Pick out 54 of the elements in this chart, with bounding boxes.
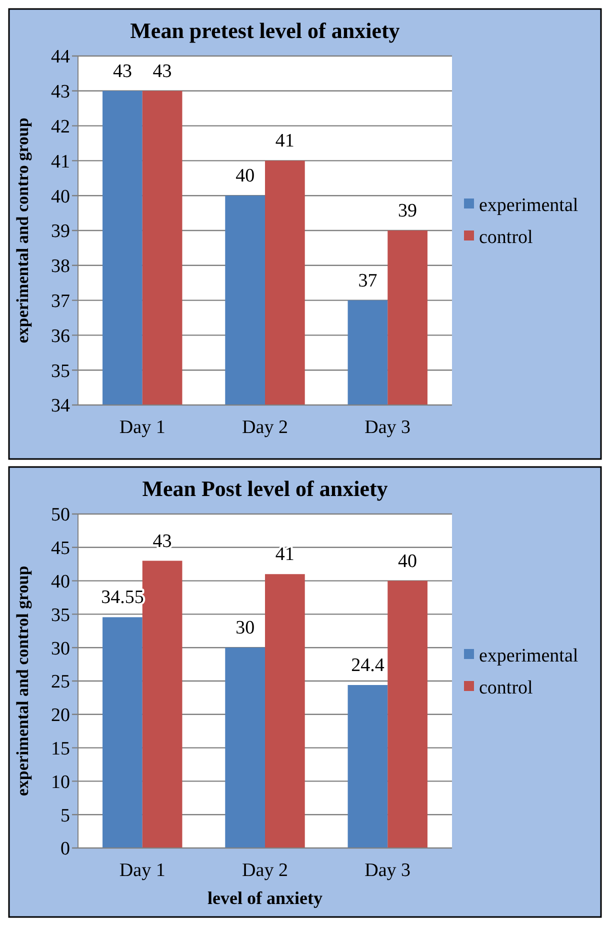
y-tick-label: 38 bbox=[51, 256, 70, 278]
chart-title: Mean Post level of anxiety bbox=[142, 476, 388, 501]
data-label: 24.4 bbox=[351, 655, 385, 676]
y-tick-label: 50 bbox=[51, 504, 70, 526]
y-tick-label: 10 bbox=[51, 772, 70, 793]
legend-label: experimental bbox=[479, 646, 578, 667]
data-label: 39 bbox=[398, 200, 418, 222]
y-axis-title: experimental and contro group bbox=[13, 118, 32, 344]
y-tick-label: 20 bbox=[51, 705, 70, 726]
x-tick-label: Day 3 bbox=[364, 417, 411, 438]
bar bbox=[102, 617, 142, 848]
y-tick-label: 34 bbox=[51, 396, 70, 417]
data-label: 41 bbox=[275, 130, 294, 152]
x-tick-label: Day 3 bbox=[364, 860, 411, 881]
data-label: 41 bbox=[275, 544, 294, 566]
y-tick-label: 40 bbox=[51, 571, 70, 592]
y-tick-label: 37 bbox=[51, 290, 70, 312]
y-tick-label: 41 bbox=[51, 151, 70, 172]
y-tick-label: 45 bbox=[51, 538, 70, 560]
x-tick-label: Day 2 bbox=[242, 417, 288, 438]
y-tick-label: 0 bbox=[60, 838, 70, 860]
legend-label: experimental bbox=[479, 195, 578, 216]
x-axis-title: level of anxiety bbox=[208, 888, 322, 908]
bar bbox=[142, 560, 182, 848]
x-tick-label: Day 2 bbox=[242, 860, 288, 881]
chart-title: Mean pretest level of anxiety bbox=[130, 18, 400, 43]
data-label: 30 bbox=[236, 618, 255, 639]
bar bbox=[388, 580, 428, 848]
y-tick-label: 25 bbox=[51, 672, 70, 693]
data-label: 40 bbox=[236, 166, 255, 187]
data-label: 43 bbox=[152, 530, 172, 552]
x-tick-label: Day 1 bbox=[119, 417, 166, 438]
y-axis-title: experimental and control group bbox=[13, 566, 32, 796]
data-label: 43 bbox=[152, 60, 172, 82]
y-tick-label: 5 bbox=[60, 805, 70, 826]
y-tick-label: 15 bbox=[51, 738, 70, 760]
y-tick-label: 30 bbox=[51, 638, 70, 660]
legend-label: control bbox=[479, 678, 533, 699]
data-label: 40 bbox=[398, 550, 418, 572]
data-label: 37 bbox=[358, 270, 378, 292]
bar bbox=[225, 648, 265, 848]
y-tick-label: 36 bbox=[51, 326, 70, 347]
legend-label: control bbox=[479, 227, 533, 248]
bar bbox=[348, 685, 388, 848]
bar bbox=[265, 574, 305, 848]
y-tick-label: 35 bbox=[51, 604, 70, 626]
y-tick-label: 39 bbox=[51, 221, 70, 242]
y-tick-label: 44 bbox=[51, 46, 70, 68]
y-tick-label: 35 bbox=[51, 360, 70, 382]
y-tick-label: 43 bbox=[51, 82, 70, 103]
data-label: 43 bbox=[112, 60, 132, 82]
y-tick-label: 42 bbox=[51, 116, 70, 138]
x-tick-label: Day 1 bbox=[119, 860, 166, 881]
y-tick-label: 40 bbox=[51, 186, 70, 208]
